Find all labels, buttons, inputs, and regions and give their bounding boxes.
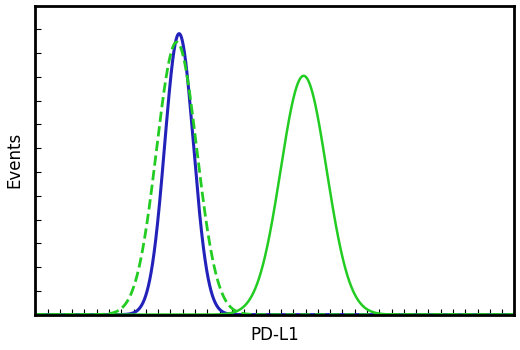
Y-axis label: Events: Events: [6, 132, 23, 188]
X-axis label: PD-L1: PD-L1: [251, 327, 300, 344]
